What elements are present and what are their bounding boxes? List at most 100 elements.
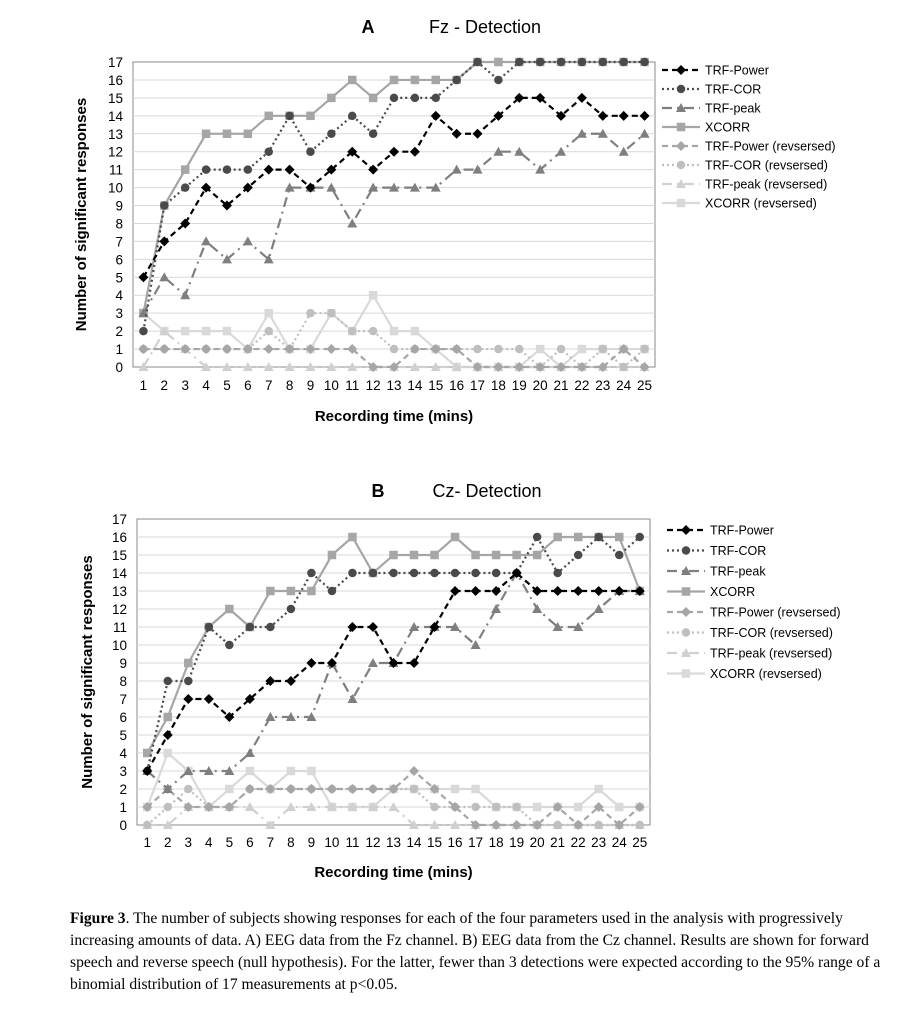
y-tick-label: 10 [112, 638, 127, 653]
data-point [327, 586, 337, 596]
legend-marker [676, 179, 686, 188]
x-tick-label: 15 [428, 378, 443, 393]
legend-marker [681, 587, 691, 596]
data-point [532, 820, 543, 830]
data-point [409, 182, 420, 192]
data-point [515, 57, 524, 67]
data-point [494, 57, 503, 67]
data-point [556, 344, 566, 354]
x-tick-label: 8 [287, 835, 295, 850]
data-point [430, 110, 441, 121]
data-point [327, 93, 336, 103]
series-line [146, 571, 640, 772]
data-point [640, 344, 649, 354]
data-point [430, 550, 439, 560]
y-tick-label: 0 [119, 818, 127, 833]
data-point [264, 326, 273, 336]
x-tick-label: 20 [533, 378, 548, 393]
data-point [285, 111, 294, 121]
data-point [573, 820, 584, 830]
legend-marker [676, 65, 686, 75]
data-point [532, 550, 542, 560]
data-point [225, 640, 234, 650]
figure-caption: Figure 3. The number of subjects showing… [70, 908, 900, 996]
data-point [180, 165, 190, 174]
x-tick-label: 13 [386, 835, 401, 850]
data-point [163, 712, 173, 722]
data-point [245, 766, 255, 776]
data-point [430, 802, 439, 812]
data-point [389, 550, 398, 560]
data-point [573, 550, 583, 560]
data-point [450, 568, 460, 578]
x-tick-label: 21 [550, 835, 565, 850]
legend-marker [676, 103, 686, 112]
data-point [306, 802, 317, 811]
y-tick-label: 4 [115, 288, 123, 303]
x-tick-label: 21 [554, 378, 569, 393]
data-point [326, 658, 337, 668]
data-point [640, 57, 649, 67]
data-point [203, 802, 214, 812]
data-point [284, 164, 295, 175]
x-tick-label: 9 [308, 835, 316, 850]
data-point [535, 362, 546, 372]
data-point [409, 622, 420, 631]
data-point [409, 550, 419, 560]
y-tick-label: 1 [119, 800, 127, 815]
data-point [431, 75, 441, 85]
data-point [409, 658, 420, 668]
data-point [493, 362, 504, 372]
data-point [242, 236, 253, 246]
data-point [138, 362, 149, 371]
data-point [306, 147, 315, 156]
data-point [184, 658, 193, 668]
x-tick-label: 8 [286, 378, 294, 393]
legend-label: TRF-peak (revsersed) [710, 647, 832, 661]
data-point [242, 182, 253, 193]
data-point [201, 326, 211, 336]
data-point [614, 802, 624, 812]
x-tick-label: 18 [491, 378, 506, 393]
data-point [138, 344, 149, 355]
legend-marker [676, 122, 686, 132]
data-point [491, 820, 502, 830]
data-point [139, 326, 148, 336]
data-point [305, 362, 316, 371]
data-point [306, 308, 315, 318]
data-point [532, 604, 543, 613]
data-point [264, 147, 273, 156]
data-point [597, 362, 608, 372]
legend-label: TRF-peak [710, 565, 766, 579]
data-point [619, 57, 628, 67]
legend-marker [681, 546, 691, 555]
data-point [470, 820, 481, 830]
x-tick-label: 11 [345, 835, 359, 850]
data-point [221, 200, 232, 211]
x-tick-label: 5 [226, 835, 234, 850]
data-point [143, 820, 152, 830]
data-point [452, 75, 461, 85]
data-point [368, 129, 378, 139]
y-tick-label: 3 [115, 306, 123, 321]
data-point [143, 748, 152, 758]
chart-A: A Fz - Detection0123456789101112131415161… [73, 17, 836, 425]
x-tick-label: 16 [449, 378, 464, 393]
data-point [224, 712, 235, 722]
data-point [429, 820, 440, 829]
data-point [511, 568, 522, 578]
y-tick-label: 13 [112, 584, 127, 599]
data-point [553, 820, 562, 830]
x-tick-label: 14 [407, 835, 423, 850]
data-point [450, 802, 461, 812]
data-point [553, 532, 562, 542]
data-point [222, 165, 232, 174]
y-tick-label: 16 [108, 73, 123, 88]
data-point [594, 784, 603, 794]
y-tick-label: 15 [108, 91, 123, 106]
data-point [286, 586, 296, 596]
data-point [597, 110, 608, 121]
data-point [163, 802, 173, 812]
data-point [410, 75, 420, 85]
data-point [244, 748, 255, 757]
